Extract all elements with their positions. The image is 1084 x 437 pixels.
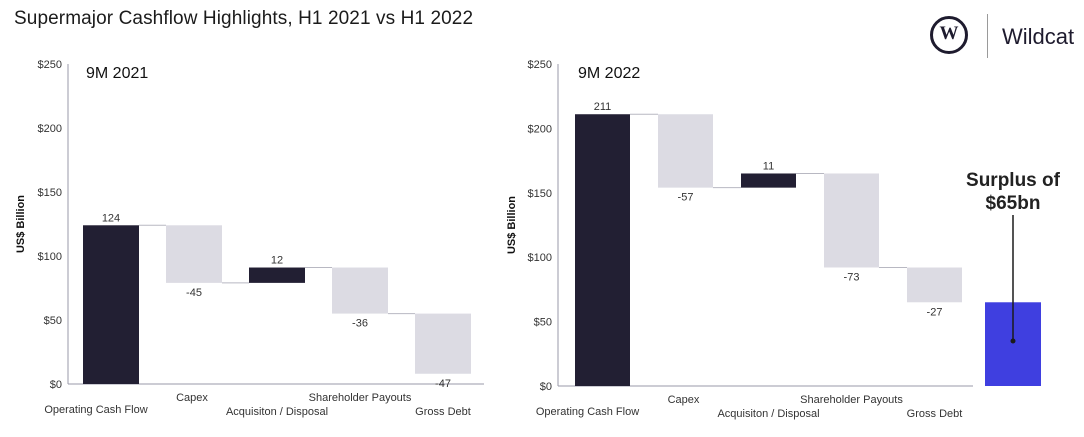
x-tick-label: Gross Debt	[907, 408, 963, 420]
x-tick-label: Shareholder Payouts	[309, 392, 412, 404]
y-tick-label: $150	[38, 187, 62, 199]
data-label: 211	[594, 101, 612, 113]
chart-panel-1: $0 $50 $100 $150 $200 $250 US$ Billion 9M 2021 1…	[15, 59, 484, 418]
x-tick-label: Acquisiton / Disposal	[226, 406, 328, 418]
y-axis-label: US$ Billion	[15, 195, 27, 253]
y-tick-label: $50	[44, 315, 62, 327]
y-tick-label: $0	[50, 379, 62, 391]
annotation-text-line1: Surplus of	[966, 170, 1061, 191]
data-label: 12	[271, 255, 283, 267]
panel-title: 9M 2021	[86, 65, 148, 82]
bar-capex	[166, 225, 222, 283]
data-label: -47	[435, 378, 451, 390]
x-tick-label: Operating Cash Flow	[536, 406, 639, 418]
panel-title: 9M 2022	[578, 65, 640, 82]
x-tick-label: Gross Debt	[415, 406, 471, 418]
chart-panel-2: $0 $50 $100 $150 $200 $250 US$ Billion 9M 2022 2…	[506, 59, 1061, 420]
data-label: -27	[927, 306, 943, 318]
y-axis-label: US$ Billion	[506, 196, 518, 254]
y-tick-label: $200	[528, 123, 552, 135]
bar-capex	[658, 114, 713, 188]
data-label: 124	[102, 212, 120, 224]
data-label: -73	[844, 272, 860, 284]
data-label: -45	[186, 287, 202, 299]
annotation-text-line2: $65bn	[986, 193, 1041, 214]
bar-acquisiton-disposal	[249, 267, 305, 283]
bar-gross-debt	[907, 267, 962, 303]
bar-shareholder-payouts	[332, 267, 388, 314]
y-tick-label: $250	[528, 59, 552, 71]
data-label: -57	[678, 192, 694, 204]
bar-operating-cash-flow	[83, 225, 139, 384]
bar-acquisiton-disposal	[741, 173, 796, 188]
y-tick-label: $0	[540, 381, 552, 393]
annotation-dot-icon	[1010, 338, 1016, 344]
bar-operating-cash-flow	[575, 114, 630, 387]
data-label: -36	[352, 318, 368, 330]
wildcat-logo: W Wildcat	[930, 14, 1080, 62]
logo-text: Wildcat	[1002, 24, 1075, 49]
logo-divider	[987, 14, 988, 58]
x-tick-label: Capex	[668, 394, 700, 406]
x-tick-label: Capex	[176, 392, 208, 404]
x-tick-label: Shareholder Payouts	[800, 394, 903, 406]
data-label: 11	[763, 160, 774, 172]
y-tick-label: $100	[528, 252, 552, 264]
y-tick-label: $100	[38, 251, 62, 263]
chart-title: Supermajor Cashflow Highlights, H1 2021 …	[14, 8, 474, 29]
y-tick-label: $50	[534, 317, 552, 329]
bar-gross-debt	[415, 313, 471, 374]
y-tick-label: $200	[38, 123, 62, 135]
x-tick-label: Operating Cash Flow	[44, 404, 147, 416]
logo-circle-icon	[930, 16, 968, 54]
bar-shareholder-payouts	[824, 173, 879, 268]
logo-mark: W	[939, 23, 959, 44]
y-tick-label: $250	[38, 59, 62, 71]
y-tick-label: $150	[528, 188, 552, 200]
x-tick-label: Acquisiton / Disposal	[717, 408, 819, 420]
